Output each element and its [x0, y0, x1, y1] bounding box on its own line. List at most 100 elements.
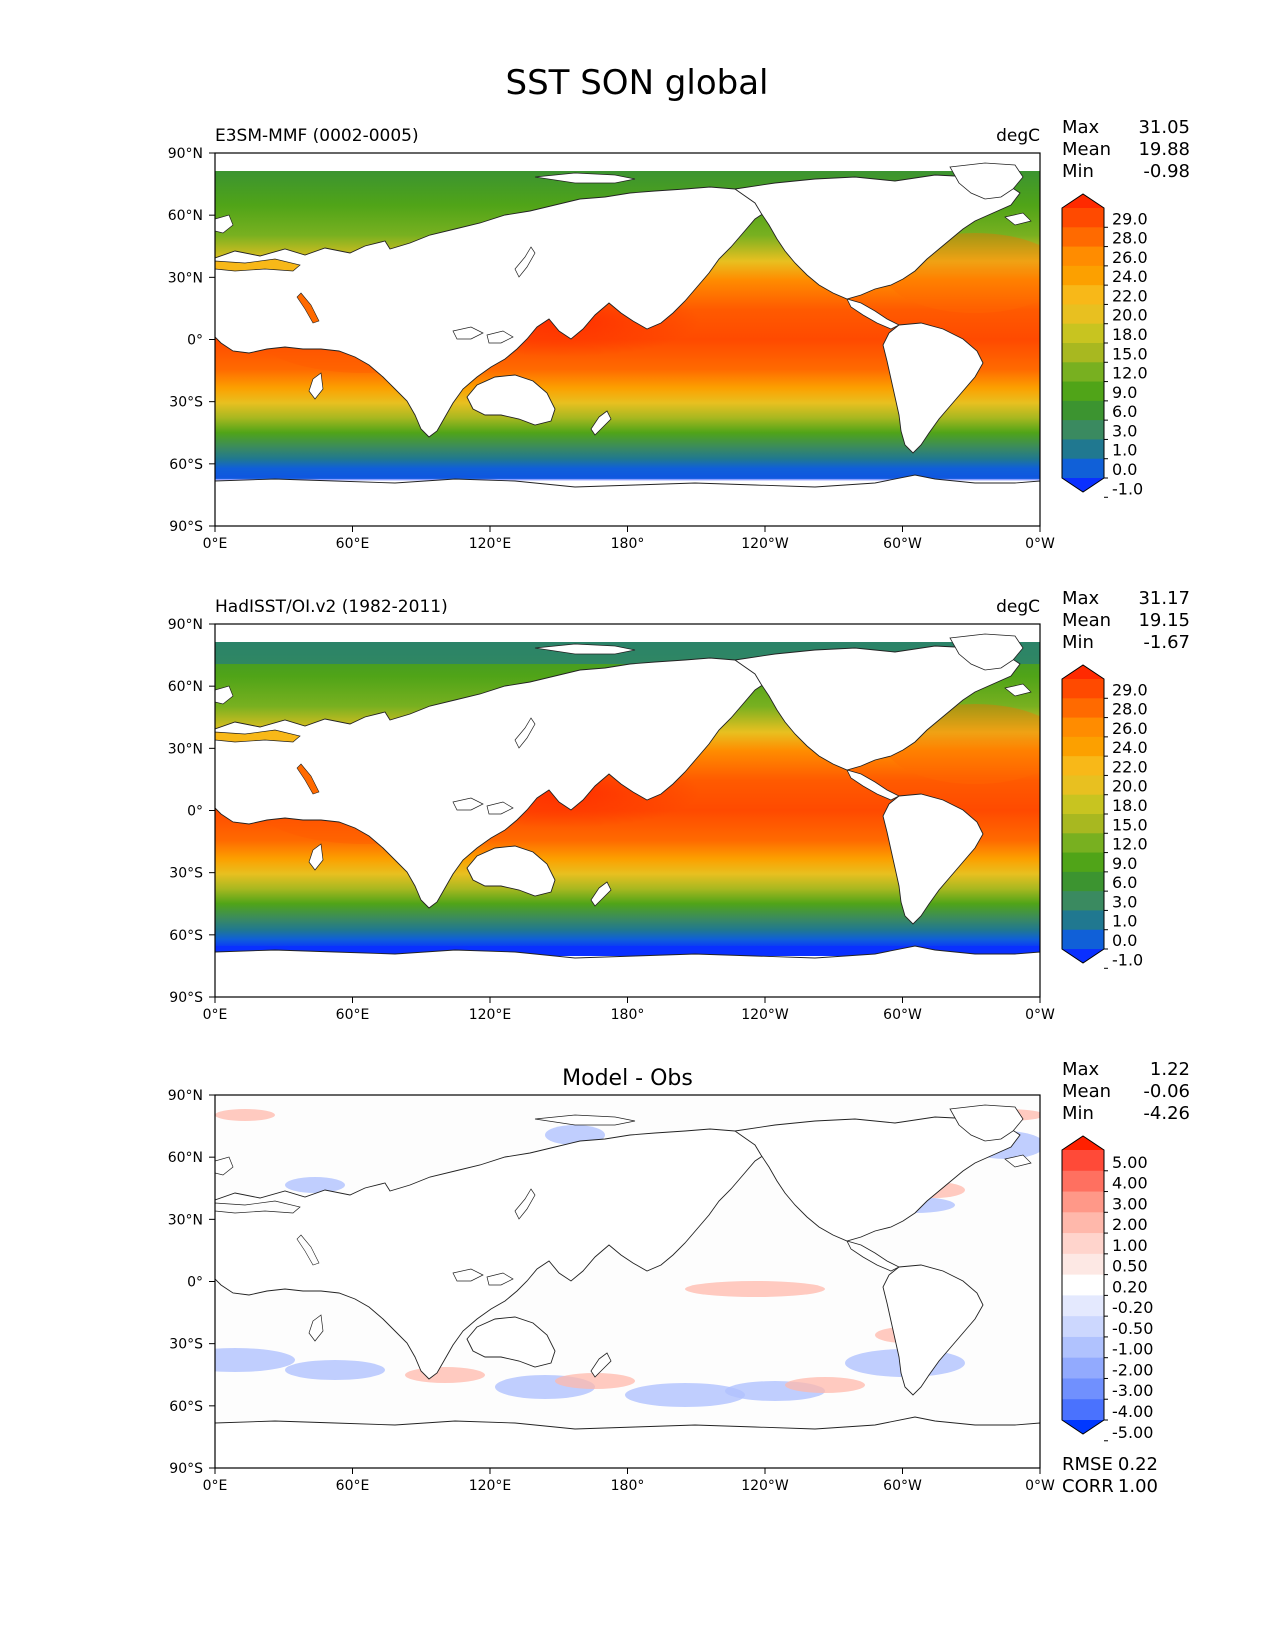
- lat-tick-label: 60°S: [169, 928, 203, 944]
- negative-anomaly: [285, 1177, 345, 1193]
- colorbar-tick-label: 0.0: [1112, 931, 1137, 950]
- stat-label: Mean: [1062, 139, 1111, 160]
- colorbar-segment: [1062, 775, 1104, 796]
- map-area: [215, 1095, 1040, 1468]
- stat-value: 19.88: [1138, 139, 1190, 160]
- colorbar-segment: [1062, 794, 1104, 815]
- panel-obs: 90°N 60°N 30°N 0° 30°S 60°S 90°S0°E 60°E 120°E 18…: [168, 588, 1190, 1023]
- colorbar-segment: [1062, 1274, 1104, 1296]
- colorbar-tick-label: 26.0: [1112, 719, 1148, 738]
- colorbar-tick-label: -0.50: [1112, 1319, 1153, 1338]
- panel-diff: 90°N 60°N 30°N 0° 30°S 60°S 90°S0°E 60°E 120°E 18…: [168, 1059, 1190, 1497]
- colorbar-segment: [1062, 1170, 1104, 1193]
- lat-tick-label: 30°N: [168, 270, 203, 286]
- lat-tick-label: 30°S: [169, 1337, 203, 1353]
- lon-tick-label: 180°: [611, 1478, 645, 1494]
- colorbar-segment: [1062, 833, 1104, 854]
- colorbar-tick-label: -1.0: [1112, 479, 1143, 498]
- lon-tick-label: 60°W: [883, 536, 922, 552]
- lon-tick-label: 60°E: [336, 1007, 370, 1023]
- colorbar-tick-label: -0.20: [1112, 1298, 1153, 1317]
- stat-label: Max: [1062, 117, 1100, 138]
- colorbar-tick-label: 29.0: [1112, 209, 1148, 228]
- lon-tick-label: 180°: [611, 536, 645, 552]
- colorbar-extend-top: [1062, 665, 1104, 679]
- colorbar-tick-label: 4.00: [1112, 1174, 1148, 1193]
- panel-title: HadISST/OI.v2 (1982-2011): [215, 597, 448, 617]
- colorbar-segment: [1062, 1253, 1104, 1276]
- colorbar-segment: [1062, 304, 1104, 325]
- positive-anomaly: [785, 1377, 865, 1393]
- colorbar-extend-top: [1062, 1136, 1104, 1150]
- stat-label: CORR: [1062, 1476, 1114, 1497]
- colorbar-segment: [1062, 814, 1104, 834]
- colorbar-tick-label: 18.0: [1112, 325, 1148, 344]
- colorbar-segment: [1062, 891, 1104, 911]
- lon-tick-label: 0°W: [1025, 1007, 1055, 1023]
- stat-label: Min: [1062, 161, 1094, 182]
- stat-value: -0.06: [1143, 1081, 1190, 1102]
- lon-tick-label: 120°W: [741, 536, 789, 552]
- colorbar-segment: [1062, 1357, 1104, 1379]
- lat-tick-label: 60°N: [168, 208, 203, 224]
- colorbar-tick-label: 0.0: [1112, 460, 1137, 479]
- colorbar-segment: [1062, 736, 1104, 757]
- colorbar-tick-label: 26.0: [1112, 248, 1148, 267]
- units-label: degC: [996, 126, 1040, 146]
- lat-tick-label: 60°N: [168, 1150, 203, 1166]
- colorbar-segment: [1062, 1150, 1104, 1172]
- colorbar-tick-label: 0.20: [1112, 1277, 1148, 1296]
- lat-tick-label: 90°S: [169, 990, 203, 1006]
- colorbar-extend-top: [1062, 194, 1104, 208]
- colorbar-segment: [1062, 1316, 1104, 1338]
- colorbar-tick-label: 9.0: [1112, 383, 1137, 402]
- stat-value: 1.22: [1150, 1059, 1190, 1080]
- southern-cold-band: [215, 469, 1040, 479]
- colorbar-segment: [1062, 323, 1104, 344]
- colorbar-extend-bottom: [1062, 478, 1104, 492]
- colorbar-tick-label: 9.0: [1112, 854, 1137, 873]
- lon-tick-label: 180°: [611, 1007, 645, 1023]
- colorbar-segment: [1062, 343, 1104, 363]
- lon-tick-label: 0°W: [1025, 536, 1055, 552]
- colorbar-segment: [1062, 852, 1104, 873]
- colorbar-tick-label: 24.0: [1112, 267, 1148, 286]
- stat-label: Min: [1062, 632, 1094, 653]
- lon-tick-label: 60°W: [883, 1478, 922, 1494]
- stat-label: Max: [1062, 1059, 1100, 1080]
- colorbar-segment: [1062, 756, 1104, 776]
- colorbar-tick-label: 29.0: [1112, 680, 1148, 699]
- stat-label: Max: [1062, 588, 1100, 609]
- stat-value: -0.98: [1143, 161, 1190, 182]
- colorbar-tick-label: -4.00: [1112, 1402, 1153, 1421]
- colorbar-tick-label: 3.0: [1112, 421, 1137, 440]
- colorbar-tick-label: -1.0: [1112, 950, 1143, 969]
- lat-tick-label: 60°N: [168, 679, 203, 695]
- colorbar-tick-label: 28.0: [1112, 229, 1148, 248]
- colorbar-segment: [1062, 420, 1104, 440]
- colorbar-tick-label: 5.00: [1112, 1153, 1148, 1172]
- stat-value: 31.17: [1138, 588, 1190, 609]
- colorbar-tick-label: 1.0: [1112, 441, 1137, 460]
- colorbar-segment: [1062, 1233, 1104, 1255]
- negative-anomaly: [215, 1348, 295, 1372]
- map-area: [215, 153, 1040, 526]
- colorbar-tick-label: 0.50: [1112, 1257, 1148, 1276]
- lon-tick-label: 120°E: [469, 536, 512, 552]
- colorbar-tick-label: -5.00: [1112, 1423, 1153, 1442]
- colorbar-segment: [1062, 929, 1104, 950]
- lon-tick-label: 60°E: [336, 536, 370, 552]
- colorbar-tick-label: 12.0: [1112, 364, 1148, 383]
- stat-value: 1.00: [1118, 1476, 1158, 1497]
- colorbar-segment: [1062, 698, 1104, 719]
- colorbar-tick-label: 20.0: [1112, 306, 1148, 325]
- stat-label: Mean: [1062, 610, 1111, 631]
- colorbar-tick-label: 3.00: [1112, 1194, 1148, 1213]
- arctic-mask: [215, 153, 1040, 171]
- colorbar-segment: [1062, 227, 1104, 248]
- lon-tick-label: 120°E: [469, 1007, 512, 1023]
- colorbar-tick-label: 2.00: [1112, 1215, 1148, 1234]
- colorbar-segment: [1062, 1399, 1104, 1421]
- colorbar-extend-bottom: [1062, 1420, 1104, 1434]
- stat-value: 19.15: [1138, 610, 1190, 631]
